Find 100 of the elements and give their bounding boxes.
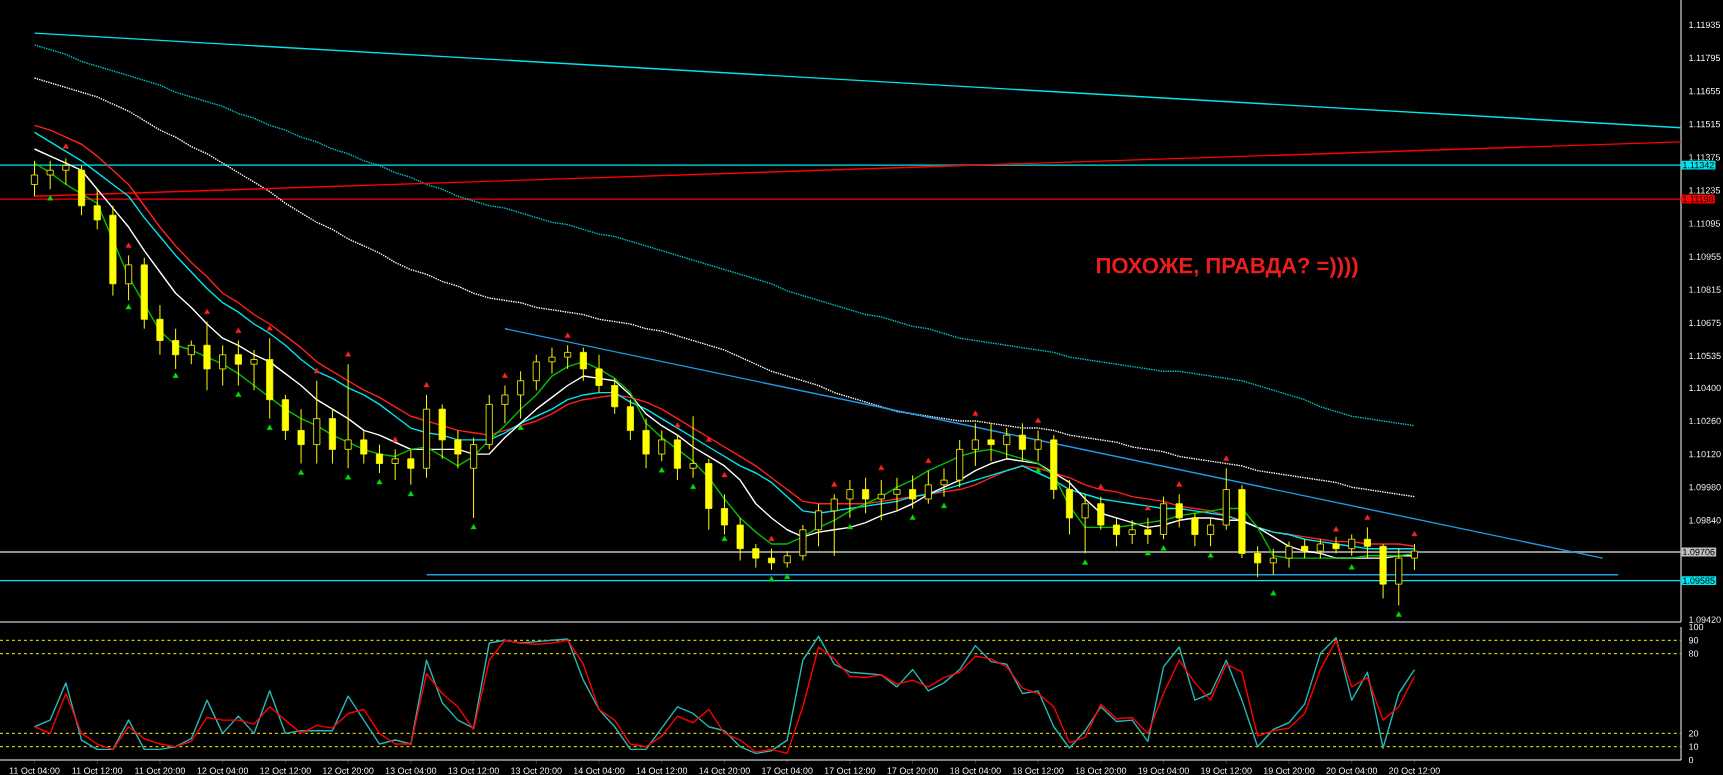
x-tick-label: 11 Oct 12:00 <box>72 767 123 774</box>
candlestick <box>344 363 352 469</box>
y-tick-label: 1.09840 <box>1689 517 1721 524</box>
candlestick <box>219 344 227 386</box>
point <box>1223 455 1230 461</box>
ref-line-label: 1.09706 <box>1683 548 1715 556</box>
candlestick <box>470 437 478 519</box>
y-tick-label: 1.10400 <box>1689 384 1721 392</box>
point <box>784 573 791 579</box>
point <box>1395 611 1402 617</box>
point <box>501 372 508 378</box>
y-tick-label: 1.11655 <box>1689 87 1721 95</box>
y-tick-label: 1.10260 <box>1689 417 1721 425</box>
candlestick <box>626 399 634 441</box>
candlestick <box>1332 536 1340 554</box>
x-tick-label: 11 Oct 20:00 <box>135 767 186 774</box>
y-tick-label: 1.10955 <box>1689 253 1721 260</box>
point <box>204 308 210 314</box>
point <box>266 424 273 430</box>
candlestick <box>971 422 979 467</box>
candlestick <box>720 493 729 535</box>
point <box>1348 564 1355 570</box>
candlestick <box>250 349 258 391</box>
point <box>392 436 399 442</box>
y-tick-label: 10 <box>1689 743 1699 750</box>
candlestick <box>767 548 776 571</box>
point <box>705 436 712 442</box>
point <box>941 502 947 508</box>
x-tick-label: 12 Oct 12:00 <box>260 767 311 774</box>
x-tick-label: 14 Oct 04:00 <box>573 767 625 774</box>
y-tick-label: 100 <box>1689 623 1704 631</box>
candlestick <box>1034 429 1042 462</box>
point <box>1144 550 1151 556</box>
y-tick-label: 1.11795 <box>1689 54 1721 62</box>
candlestick <box>877 479 885 521</box>
point <box>1160 545 1167 551</box>
x-tick-label: 19 Oct 12:00 <box>1201 767 1252 774</box>
candlestick <box>1348 533 1356 557</box>
candlestick <box>93 188 101 230</box>
candlestick <box>736 517 744 562</box>
candlestick <box>1081 493 1089 554</box>
candlestick <box>1191 512 1199 547</box>
y-tick-label: 1.10675 <box>1689 319 1721 327</box>
candlestick <box>407 448 415 486</box>
point <box>517 424 524 430</box>
x-tick-label: 18 Oct 04:00 <box>950 767 1001 774</box>
candlestick <box>689 415 697 479</box>
point <box>407 490 414 497</box>
y-tick-label: 1.11095 <box>1689 220 1721 227</box>
point <box>235 391 242 397</box>
y-tick-label: 1.11935 <box>1689 21 1721 29</box>
candlestick <box>1144 517 1152 545</box>
candlestick <box>752 543 760 569</box>
x-tick-label: 20 Oct 12:00 <box>1389 767 1440 774</box>
point <box>768 576 775 582</box>
candlestick <box>125 254 133 301</box>
candlestick <box>1316 538 1324 559</box>
point <box>266 325 273 331</box>
candlestick <box>30 160 39 197</box>
point <box>1035 467 1042 473</box>
ref-line-label: 1.11342 <box>1683 161 1714 169</box>
candlestick <box>564 344 572 370</box>
candlestick <box>1128 519 1136 545</box>
point <box>47 195 54 201</box>
x-tick-label: 13 Oct 20:00 <box>511 767 562 774</box>
candlestick <box>1112 517 1121 547</box>
point <box>1411 531 1418 537</box>
candlestick <box>187 340 195 365</box>
point <box>172 372 179 378</box>
y-tick-label: 1.10535 <box>1689 352 1721 360</box>
candlestick <box>1269 548 1277 576</box>
candlestick <box>517 370 525 420</box>
candlestick <box>893 477 901 512</box>
y-tick-label: 1.11515 <box>1689 121 1721 128</box>
point <box>1333 526 1339 532</box>
annotation: ПОХОЖЕ, ПРАВДА? =)))) <box>1097 257 1358 278</box>
candlestick <box>360 429 368 465</box>
point <box>1364 514 1371 520</box>
candlestick <box>1410 543 1418 571</box>
x-tick-label: 12 Oct 20:00 <box>323 767 374 774</box>
point <box>846 524 853 530</box>
candlestick <box>156 304 164 356</box>
point <box>235 327 242 333</box>
candlestick <box>1097 496 1105 531</box>
point <box>878 464 885 471</box>
candlestick <box>46 160 54 190</box>
point <box>1270 590 1277 596</box>
candlestick <box>1254 545 1262 578</box>
candlestick <box>1301 538 1309 559</box>
y-tick-label: 1.10815 <box>1689 286 1721 293</box>
point <box>721 535 728 542</box>
candlestick <box>1285 541 1293 569</box>
y-tick-label: 1.11235 <box>1689 187 1721 194</box>
point <box>125 304 132 310</box>
candlestick <box>940 467 948 498</box>
point <box>1144 505 1151 511</box>
x-tick-label: 17 Oct 20:00 <box>887 767 939 774</box>
candlestick <box>830 493 838 557</box>
point <box>831 481 838 487</box>
x-tick-label: 17 Oct 12:00 <box>824 767 876 774</box>
